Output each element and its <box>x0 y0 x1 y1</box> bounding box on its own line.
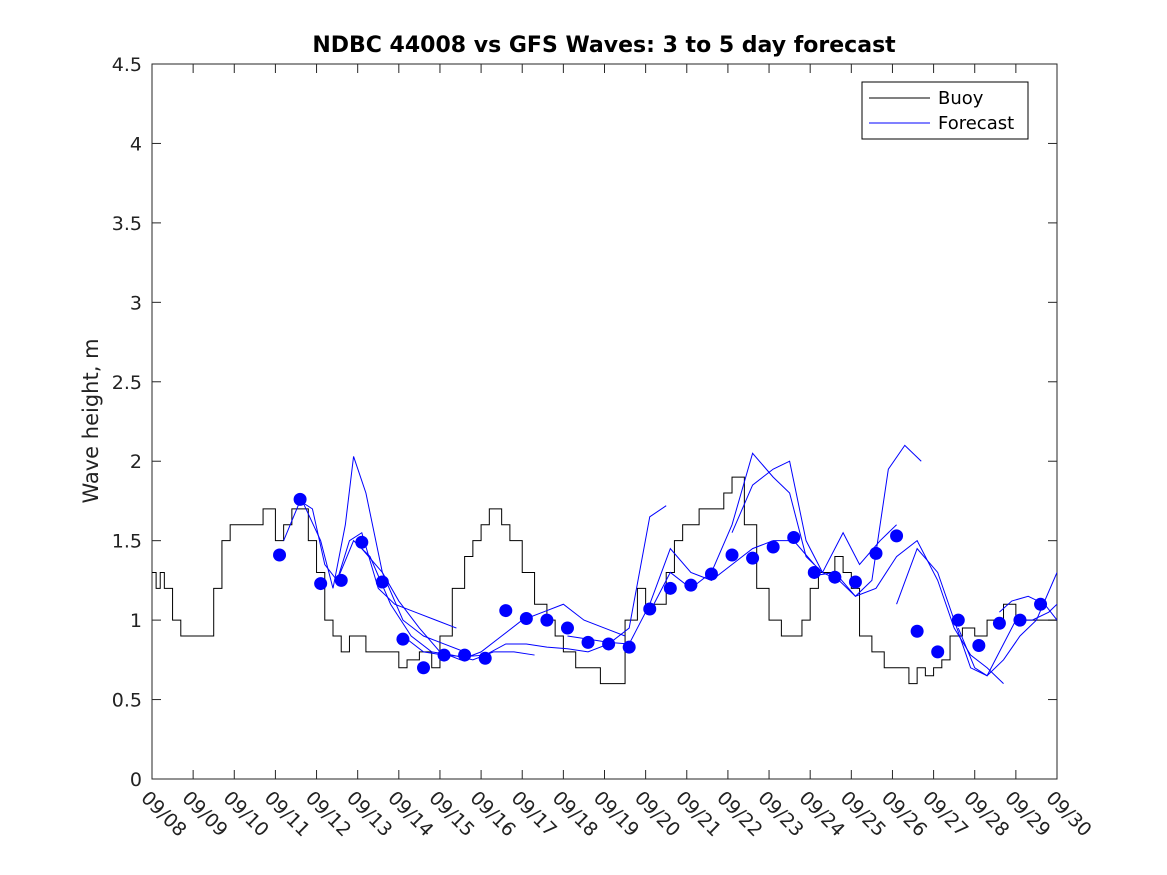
buoy-series-line <box>152 476 1057 685</box>
y-tick-label: 1 <box>130 610 142 632</box>
y-tick-label: 0.5 <box>112 690 142 712</box>
y-tick-label: 4 <box>130 133 142 155</box>
forecast-marker <box>519 612 533 626</box>
forecast-marker <box>375 575 389 589</box>
forecast-marker <box>1034 597 1048 611</box>
forecast-marker <box>1013 613 1027 627</box>
forecast-marker <box>458 648 472 662</box>
plot-area: 00.511.522.533.544.509/0809/0909/1009/11… <box>112 54 1096 841</box>
forecast-marker <box>663 581 677 595</box>
forecast-run-line <box>299 456 465 653</box>
data-layer <box>152 444 1057 685</box>
legend-forecast-label: Forecast <box>938 113 1014 134</box>
forecast-run-line <box>999 595 1057 621</box>
forecast-marker <box>766 540 780 554</box>
forecast-marker <box>725 548 739 562</box>
forecast-marker <box>869 546 883 560</box>
forecast-marker <box>602 637 616 651</box>
forecast-marker <box>972 639 986 653</box>
forecast-marker <box>931 645 945 659</box>
forecast-marker <box>334 573 348 587</box>
y-tick-label: 3 <box>130 292 142 314</box>
forecast-marker <box>273 548 287 562</box>
forecast-marker <box>684 578 698 592</box>
forecast-marker <box>417 661 430 675</box>
forecast-run-line <box>896 547 1057 677</box>
forecast-marker <box>314 577 328 591</box>
forecast-run-line <box>814 539 1004 685</box>
y-tick-label: 1.5 <box>112 531 142 553</box>
y-tick-label: 2.5 <box>112 372 142 394</box>
y-tick-label: 0 <box>130 769 142 791</box>
forecast-marker <box>499 604 513 618</box>
forecast-marker <box>293 492 307 506</box>
forecast-marker <box>540 613 554 627</box>
forecast-marker <box>581 635 595 649</box>
forecast-marker <box>848 575 862 589</box>
forecast-marker <box>992 616 1006 630</box>
y-tick-label: 2 <box>130 451 142 473</box>
forecast-marker <box>437 648 451 662</box>
forecast-marker <box>355 535 369 549</box>
forecast-run-line <box>361 548 626 661</box>
forecast-marker <box>807 565 821 579</box>
forecast-marker <box>746 551 760 565</box>
forecast-marker <box>828 570 842 584</box>
legend-buoy-label: Buoy <box>938 88 984 109</box>
y-tick-label: 3.5 <box>112 213 142 235</box>
forecast-run-line <box>957 603 1057 677</box>
forecast-marker <box>643 602 657 616</box>
legend: Buoy Forecast <box>861 81 1029 140</box>
forecast-run-line <box>283 500 457 629</box>
forecast-marker <box>787 530 801 544</box>
forecast-marker <box>560 621 574 635</box>
legend-box <box>861 81 1029 140</box>
forecast-marker <box>704 567 718 581</box>
forecast-marker <box>396 632 410 646</box>
y-tick-label: 4.5 <box>112 54 142 76</box>
forecast-marker <box>890 529 904 543</box>
axes-box <box>151 63 1058 780</box>
forecast-marker <box>951 613 965 627</box>
chart-title: NDBC 44008 vs GFS Waves: 3 to 5 day fore… <box>312 33 896 58</box>
forecast-marker <box>622 640 636 654</box>
forecast-marker <box>910 624 924 638</box>
y-axis-label: Wave height, m <box>79 338 103 503</box>
forecast-marker <box>478 651 492 665</box>
